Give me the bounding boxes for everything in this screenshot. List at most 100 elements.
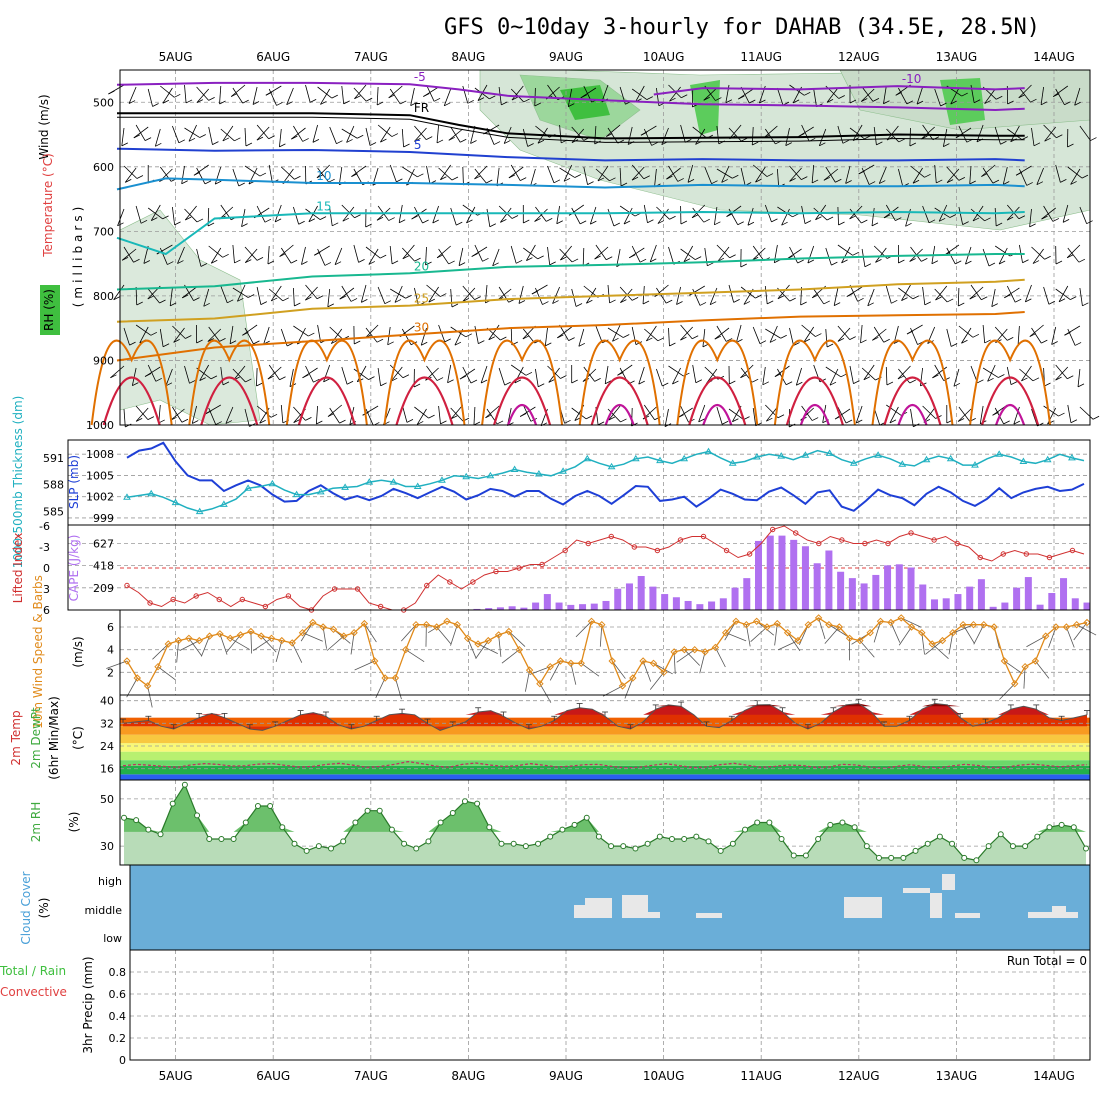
cape-bar xyxy=(966,586,974,610)
wind-barb-flag xyxy=(1064,101,1071,106)
wind-barb xyxy=(922,286,926,305)
wind-barb-flag xyxy=(879,180,886,184)
wind-barb xyxy=(462,285,475,300)
wind-barb xyxy=(656,287,667,304)
rh2m-marker xyxy=(547,833,554,840)
wind10-marker xyxy=(164,640,173,648)
thickness-marker xyxy=(389,478,398,485)
wind-barb-flag xyxy=(185,99,193,104)
wind-barb xyxy=(320,88,331,105)
wind-barb xyxy=(692,207,705,223)
wind-barb-flag xyxy=(546,218,553,222)
wind-barb xyxy=(789,167,802,182)
wind10-marker xyxy=(804,620,813,629)
wind-barb xyxy=(208,326,220,342)
lifted-index-marker xyxy=(677,537,684,543)
wind-barb xyxy=(597,165,609,182)
wind-barb xyxy=(232,368,246,383)
wind-barb-flag xyxy=(609,177,616,182)
wind10-barb xyxy=(699,651,706,674)
wind-barb-flag xyxy=(950,100,957,105)
wind-barb-flag xyxy=(811,179,819,184)
wind-barb-flag xyxy=(538,383,545,388)
wind-barb-flag xyxy=(617,371,624,376)
wind-barb xyxy=(1067,404,1072,423)
lifted-index-marker xyxy=(816,540,822,547)
rh2m-marker xyxy=(595,833,602,840)
wind-barb xyxy=(833,287,839,306)
wind-barb-flag xyxy=(523,219,530,224)
wind-barb-flag xyxy=(829,381,837,386)
wind-barb-flag xyxy=(1015,298,1022,303)
lifted-index-marker xyxy=(885,540,891,547)
wind-barb xyxy=(845,165,851,184)
rh2m-marker xyxy=(790,852,797,859)
wind-barb-flag xyxy=(462,298,470,302)
run-total: Run Total = 0 xyxy=(1007,954,1087,968)
wind-barb xyxy=(436,245,451,259)
temperature-area-hot xyxy=(123,703,1087,715)
wind-barb-flag xyxy=(534,218,541,222)
lifted-index-marker xyxy=(954,540,960,547)
wind10-speed-line xyxy=(126,617,1088,687)
temperature-area xyxy=(120,698,1090,731)
cape-bar xyxy=(520,607,528,610)
wind-barb xyxy=(607,327,624,338)
wind-barb xyxy=(448,128,464,141)
wind-barb-flag xyxy=(511,215,519,219)
wind10-barb xyxy=(715,647,726,668)
cape-bar xyxy=(930,599,938,610)
wind-barb-flag xyxy=(740,263,747,268)
cloud-bar xyxy=(622,895,648,918)
wind-barb xyxy=(291,127,306,140)
wind-barb-flag xyxy=(413,383,421,388)
wind-barb xyxy=(717,246,730,262)
cape-bar xyxy=(989,606,997,610)
wind-barb xyxy=(110,365,125,379)
wind10-barb xyxy=(395,677,402,700)
wind-barb-flag xyxy=(711,180,718,185)
wind-barb-flag xyxy=(387,341,394,346)
isotherm-35-bump xyxy=(90,339,173,426)
wind-barb-flag xyxy=(886,381,894,386)
cape-bar xyxy=(473,608,481,610)
thickness-tick-label: 588 xyxy=(43,479,64,492)
date-label-top: 13AUG xyxy=(936,50,978,64)
wind-barb xyxy=(301,246,306,265)
wind-barb xyxy=(410,87,415,106)
wind-barb xyxy=(867,288,875,306)
isotherm-20 xyxy=(116,253,1025,291)
wind10-barb xyxy=(642,660,652,682)
rh2m-marker xyxy=(169,800,176,807)
wind-barb-flag xyxy=(1055,260,1063,265)
rh2m-marker xyxy=(571,821,578,828)
freezing-line xyxy=(117,116,1025,143)
cape-bar xyxy=(755,540,763,610)
wind-barb-flag xyxy=(871,222,879,227)
thickness-marker xyxy=(1068,453,1076,461)
wind-barb-flag xyxy=(305,417,312,421)
wind10-marker xyxy=(1062,623,1071,631)
rh2m-marker xyxy=(145,826,152,833)
bottom-date-axis: 5AUG 6AUG 7AUG 8AUG 9AUG 10AUG 11AUG 12AUG 13AUG… xyxy=(159,1069,1075,1083)
wind-barb-flag xyxy=(733,299,740,303)
cape-axis-label: CAPE (J/kg) xyxy=(67,535,81,602)
temp-units-label: (°C) xyxy=(71,726,85,750)
wind-barb xyxy=(305,284,318,300)
wind-barb-flag xyxy=(807,259,815,264)
wind10-tick-label: 2 xyxy=(107,666,114,679)
wind-barb xyxy=(781,208,790,226)
wind-barb xyxy=(447,364,452,383)
cloud-bar xyxy=(903,888,930,893)
wind-barb-flag xyxy=(969,180,976,185)
wind-barb-flag xyxy=(623,220,631,225)
wind10-barb xyxy=(999,683,1016,700)
wind-barb xyxy=(402,247,415,262)
wind-barb xyxy=(293,287,295,306)
wind-barb-flag xyxy=(473,421,481,426)
cape-bar xyxy=(543,594,551,610)
wind-barb-flag xyxy=(474,175,481,180)
thickness-marker xyxy=(607,462,616,470)
wind-barb-flag xyxy=(831,261,838,266)
